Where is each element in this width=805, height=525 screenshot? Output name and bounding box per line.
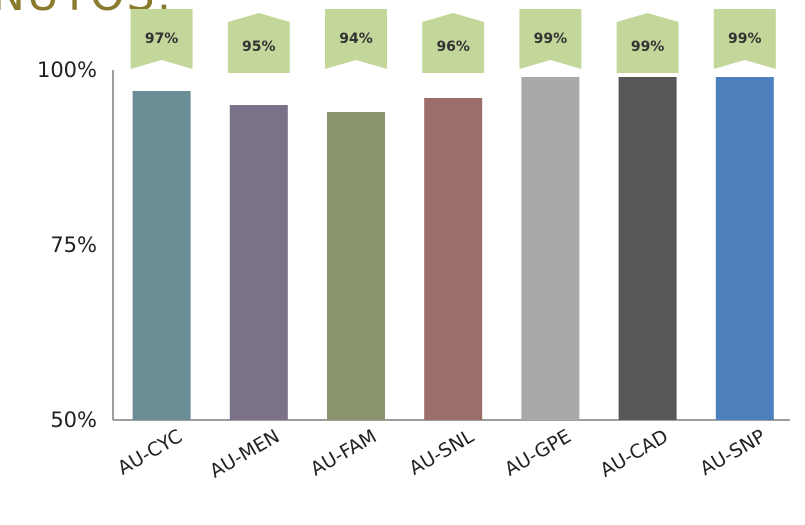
- data-label-callout: [130, 9, 193, 69]
- bar-au-fam: [327, 112, 385, 420]
- x-tick-label: AU-SNP: [696, 425, 769, 480]
- x-tick-label: AU-FAM: [307, 425, 381, 480]
- data-label: 95%: [242, 39, 276, 55]
- bar-au-cyc: [132, 91, 191, 420]
- data-label: 97%: [145, 31, 179, 47]
- x-tick-label: AU-CYC: [114, 425, 186, 479]
- bar-au-men: [229, 105, 288, 420]
- y-tick-label: 50%: [50, 408, 97, 432]
- bar-au-cad: [618, 77, 677, 420]
- data-label-callout: [519, 9, 582, 69]
- data-label: 99%: [728, 31, 762, 47]
- x-tick-label: AU-SNL: [406, 425, 479, 480]
- x-tick-label: AU-MEN: [206, 425, 283, 482]
- data-label-callout: [227, 13, 290, 73]
- bar-au-snp: [715, 77, 774, 420]
- data-label: 94%: [339, 31, 373, 47]
- bar-au-gpe: [521, 77, 580, 420]
- data-label-callout: [713, 9, 776, 69]
- data-label: 96%: [436, 39, 470, 55]
- data-label-callout: [422, 13, 485, 73]
- bar-au-snl: [424, 98, 483, 420]
- data-label-callout: [325, 9, 387, 69]
- y-tick-label: 75%: [50, 233, 97, 257]
- x-tick-label: AU-GPE: [501, 425, 575, 480]
- data-label-callout: [616, 13, 679, 73]
- x-tick-label: AU-CAD: [596, 425, 672, 481]
- data-label: 99%: [534, 31, 568, 47]
- heading-fragment: NUTOS:: [0, 0, 173, 21]
- y-tick-label: 100%: [37, 58, 97, 82]
- data-label: 99%: [631, 39, 665, 55]
